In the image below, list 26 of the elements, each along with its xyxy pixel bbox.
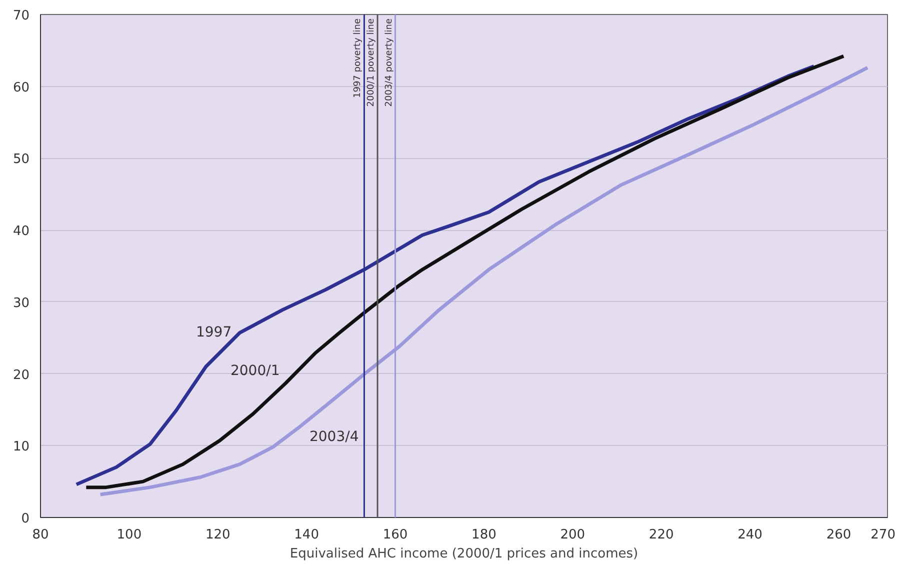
y-tick-label: 0 bbox=[21, 512, 30, 526]
y-tick-label: 40 bbox=[12, 224, 30, 240]
series-label: 2000/1 bbox=[230, 363, 280, 380]
x-tick-label: 80 bbox=[32, 528, 49, 542]
x-tick-label: 260 bbox=[826, 528, 852, 542]
ref-line-label: 1997 poverty line bbox=[353, 18, 364, 98]
ref-line-label: 2000/1 poverty line bbox=[366, 18, 377, 107]
y-tick-label: 30 bbox=[12, 296, 30, 311]
y-tick-label: 60 bbox=[12, 80, 30, 96]
x-tick-label: 160 bbox=[382, 528, 408, 542]
x-tick-label: 140 bbox=[294, 528, 319, 542]
x-tick-label: 200 bbox=[560, 528, 586, 542]
y-tick-label: 20 bbox=[12, 368, 30, 383]
y-tick-label: 10 bbox=[12, 440, 30, 455]
x-tick-label: 270 bbox=[870, 528, 896, 542]
ref-line-label: 2003/4 poverty line bbox=[384, 18, 394, 107]
y-tick-label: 50 bbox=[12, 152, 30, 168]
x-tick-label: 120 bbox=[205, 528, 230, 542]
x-tick-label: 240 bbox=[738, 528, 762, 542]
series-label: 1997 bbox=[196, 324, 232, 340]
x-axis-title: Equivalised AHC income (2000/1 prices and incomes) bbox=[290, 546, 638, 562]
x-tick-label: 100 bbox=[116, 528, 142, 542]
series-label: 2003/4 bbox=[309, 428, 359, 445]
x-tick-label: 180 bbox=[472, 528, 496, 542]
y-tick-label: 70 bbox=[12, 8, 30, 24]
x-tick-label: 220 bbox=[648, 528, 674, 542]
